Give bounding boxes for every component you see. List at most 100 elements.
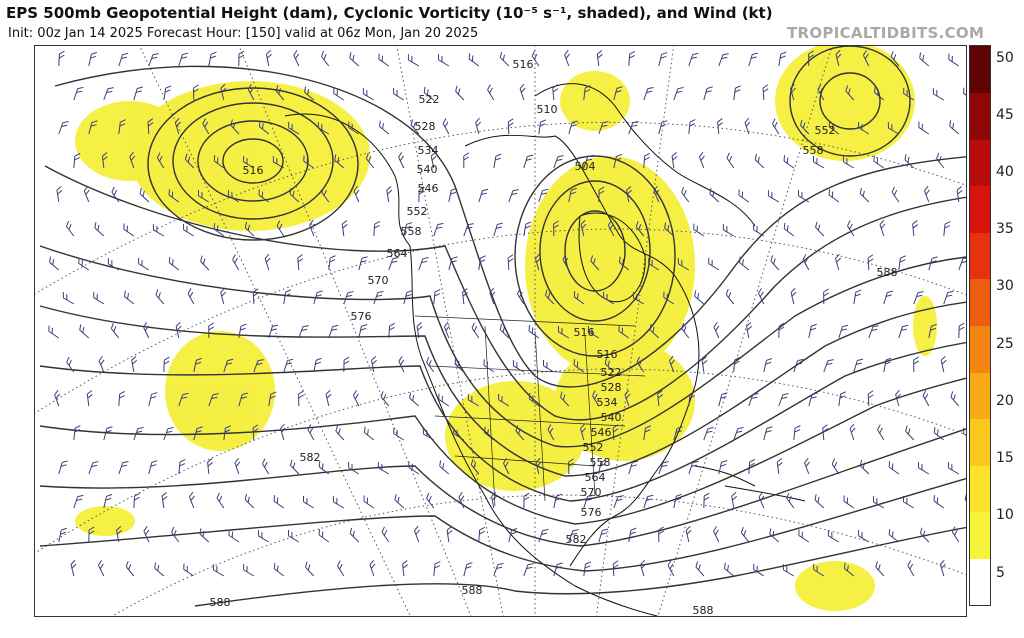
wind-barb <box>318 529 330 543</box>
wind-barb <box>872 496 885 509</box>
wind-barb <box>923 185 930 203</box>
wind-barb <box>562 254 570 271</box>
wind-barb <box>143 525 150 543</box>
wind-barb <box>519 83 526 101</box>
wind-barb <box>814 494 825 509</box>
wind-barb <box>753 223 765 237</box>
wind-barb <box>393 87 405 101</box>
wind-barb <box>553 155 564 169</box>
wind-barb <box>718 392 728 407</box>
wind-barb <box>124 290 135 305</box>
wind-barb <box>168 256 180 271</box>
wind-barb <box>943 221 951 237</box>
wind-barb <box>673 87 684 101</box>
wind-barb <box>58 527 67 543</box>
wind-barb <box>220 287 227 305</box>
wind-barb <box>573 359 585 373</box>
colorbar-tick-label: 20 <box>996 393 1014 409</box>
contour-label: 522 <box>601 366 622 379</box>
wind-barb <box>371 355 377 373</box>
wind-barb <box>903 87 915 101</box>
wind-barb <box>688 52 699 67</box>
wind-barb <box>212 564 225 577</box>
wind-barb <box>70 559 77 577</box>
wind-barb <box>499 51 510 67</box>
wind-barb <box>783 155 795 169</box>
wind-barb <box>103 426 113 441</box>
contour-label: 534 <box>597 396 618 409</box>
wind-barb <box>693 223 705 237</box>
wind-barb <box>243 563 255 577</box>
wind-barb <box>695 561 705 577</box>
wind-barb <box>426 492 435 509</box>
wind-barb <box>133 492 140 509</box>
wind-barb <box>373 220 381 237</box>
contour-label: 516 <box>513 58 534 71</box>
colorbar-segment <box>970 92 990 140</box>
wind-barb <box>83 185 90 203</box>
wind-barb <box>598 121 609 135</box>
wind-barb <box>951 526 960 543</box>
wind-barb <box>822 424 829 441</box>
wind-barb <box>517 288 525 305</box>
wind-barb <box>453 427 465 441</box>
wind-barb <box>812 156 825 169</box>
wind-barb <box>798 529 810 543</box>
wind-barb <box>262 458 270 475</box>
contour-label: 552 <box>815 124 836 137</box>
wind-barb <box>220 83 227 101</box>
contour-label: 528 <box>415 120 436 133</box>
wind-barb <box>454 358 465 373</box>
wind-barb <box>636 356 645 373</box>
wind-barb <box>722 224 735 237</box>
wind-barb <box>379 120 390 135</box>
wind-barb <box>223 425 231 441</box>
wind-barb <box>369 559 376 577</box>
contour-label: 558 <box>590 456 611 469</box>
wind-barb <box>398 355 405 373</box>
wind-barb <box>290 459 300 475</box>
wind-barb <box>438 53 450 67</box>
colorbar-tick-label: 35 <box>996 221 1014 237</box>
wind-barb <box>628 50 636 67</box>
wind-barb <box>958 257 966 271</box>
wind-barb <box>264 253 271 271</box>
wind-barb <box>688 460 699 475</box>
wind-barb <box>613 495 624 509</box>
wind-barb <box>283 289 292 305</box>
wind-barb <box>244 221 255 237</box>
wind-barb <box>568 187 577 203</box>
wind-barb <box>56 186 63 203</box>
wind-barb <box>353 185 360 203</box>
wind-barb <box>596 50 603 67</box>
wind-barb <box>328 324 339 339</box>
wind-barb <box>341 220 348 237</box>
wind-barb <box>939 559 946 577</box>
wind-barb <box>467 394 480 407</box>
wind-barb <box>858 121 870 135</box>
contour-label: 552 <box>583 441 604 454</box>
contour-label: 510 <box>537 103 558 116</box>
wind-barb <box>628 460 639 475</box>
wind-barb <box>808 323 817 339</box>
wind-barb <box>398 152 405 169</box>
wind-barb <box>740 527 750 543</box>
contour-labels: 5165165225285345405465525585645705765045… <box>210 58 898 616</box>
wind-barb <box>583 494 594 509</box>
wind-barb <box>238 323 247 339</box>
wind-barb <box>658 461 669 475</box>
wind-barb <box>733 85 741 101</box>
wind-barb <box>557 326 570 339</box>
wind-barb <box>531 50 540 67</box>
wind-barb <box>895 389 902 407</box>
wind-barb <box>508 528 518 543</box>
wind-barb <box>845 85 855 101</box>
wind-barb <box>663 291 675 305</box>
wind-barb <box>163 427 174 441</box>
wind-barb <box>932 88 945 101</box>
wind-barb <box>709 188 720 203</box>
contour-label: 540 <box>417 163 438 176</box>
wind-barb <box>838 391 847 407</box>
wind-barb <box>649 324 660 339</box>
contour-label: 528 <box>601 381 622 394</box>
